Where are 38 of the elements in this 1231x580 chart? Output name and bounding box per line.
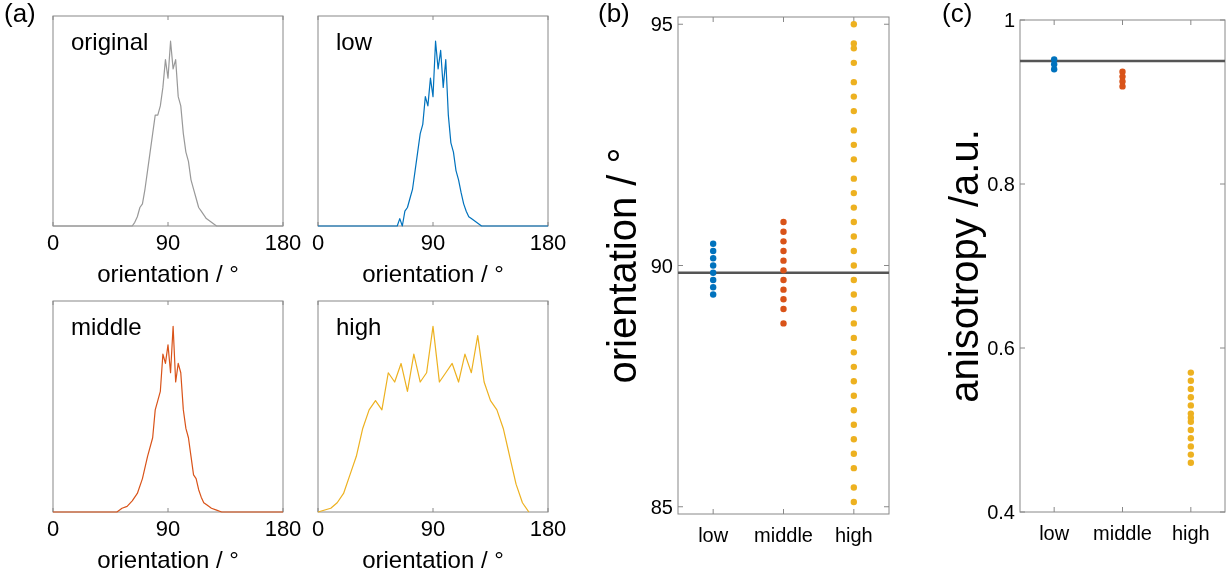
x-axis-title: orientation / ° [362,546,504,573]
x-tick-label: 180 [529,516,567,541]
x-tick-label: 0 [311,230,325,255]
text: (a) [4,0,36,28]
y-axis-title: anisotropy /a.u. [942,129,986,403]
y-tick-label: 95 [650,13,673,36]
x-tick-label: 0 [311,516,325,541]
x-axis-title: orientation / ° [97,546,239,573]
x-axis-title: orientation / ° [362,260,504,287]
x-axis-title: orientation / ° [97,260,239,287]
x-tick-label: 90 [420,516,446,541]
chart-title: original [71,28,149,55]
x-tick-label: low [1039,522,1070,544]
x-tick-label: high [1171,522,1210,544]
x-tick-label: low [698,524,729,546]
y-tick-label: 1 [1003,9,1015,31]
x-tick-label: 180 [529,230,567,255]
y-axis-title: orientation / ° [600,147,644,384]
y-tick-label: 0.8 [987,173,1015,195]
x-tick-label: 90 [155,230,181,255]
chart-title: middle [71,313,142,340]
y-tick-label: 85 [650,495,673,518]
x-tick-label: 180 [264,230,302,255]
x-tick-label: 90 [420,230,446,255]
chart-title: high [336,313,382,340]
y-tick-label: 0.6 [987,337,1015,359]
y-tick-label: 90 [650,254,673,277]
x-tick-label: 0 [46,516,60,541]
x-tick-label: middle [754,524,813,546]
x-tick-label: high [834,524,873,546]
x-tick-label: middle [1093,522,1152,544]
y-tick-label: 0.4 [987,501,1015,523]
text: (b) [598,0,630,28]
x-tick-label: 90 [155,516,181,541]
x-tick-label: 180 [264,516,302,541]
x-tick-label: 0 [46,230,60,255]
chart-title: low [336,28,373,55]
text: (c) [942,0,973,28]
